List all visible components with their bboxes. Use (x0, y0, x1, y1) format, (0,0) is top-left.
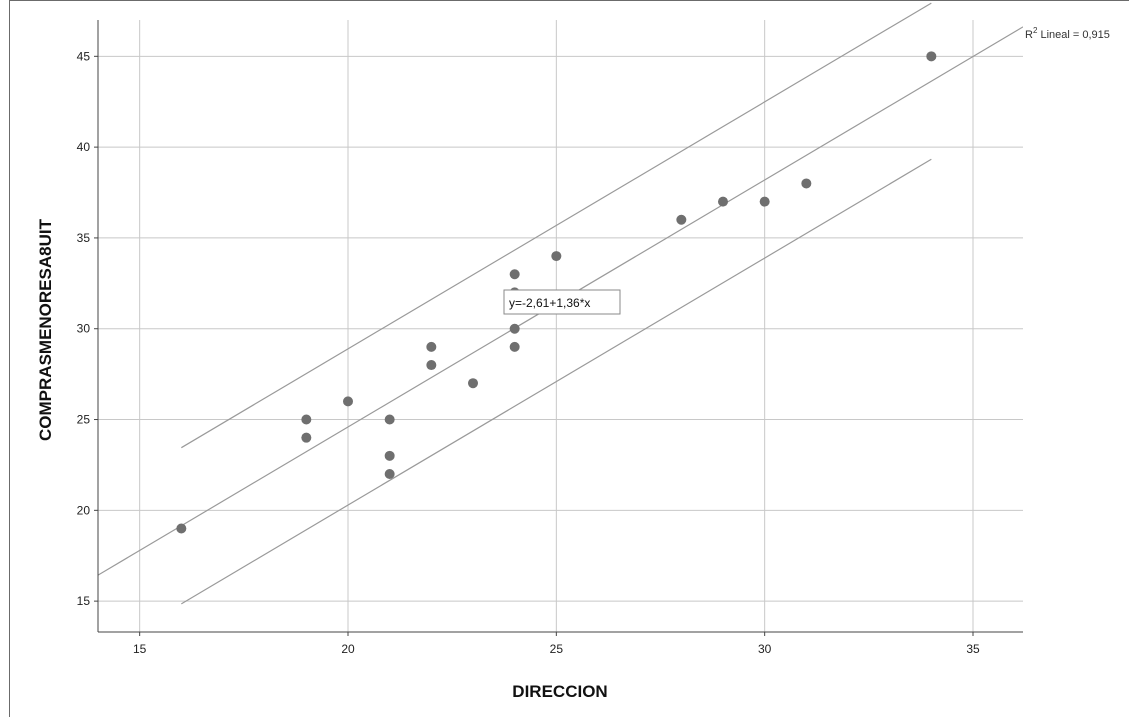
x-tick-label: 20 (341, 642, 355, 656)
equation-label: y=-2,61+1,36*x (509, 296, 590, 310)
grid (98, 20, 1023, 632)
upper-band-line (181, 2, 932, 449)
equation-box: y=-2,61+1,36*x (503, 289, 621, 315)
y-tick-labels: 15 20 25 30 35 40 45 (77, 49, 98, 608)
data-point (301, 432, 312, 443)
data-point (676, 214, 687, 225)
y-tick-label: 45 (77, 49, 91, 63)
data-point (509, 269, 520, 280)
x-tick-label: 35 (966, 642, 980, 656)
y-tick-label: 20 (77, 503, 91, 517)
x-tick-label: 30 (758, 642, 772, 656)
data-point (301, 414, 312, 425)
data-point (426, 341, 437, 352)
data-points (176, 51, 937, 534)
x-tick-labels: 15 20 25 30 35 (133, 632, 980, 656)
data-point (509, 323, 520, 334)
data-point (718, 196, 728, 207)
data-point (468, 378, 478, 389)
data-point (926, 51, 937, 62)
r2-label: R2 Lineal = 0,915 (1025, 26, 1110, 41)
y-axis-title: COMPRASMENORESA8UIT (36, 218, 55, 441)
data-point (343, 396, 353, 407)
data-point (176, 523, 187, 534)
y-tick-label: 30 (77, 322, 91, 336)
confidence-band (181, 2, 932, 605)
data-point (551, 251, 562, 262)
data-point (384, 450, 395, 461)
y-tick-label: 35 (77, 231, 91, 245)
data-point (426, 360, 437, 371)
axes (97, 20, 1023, 633)
lower-band-line (181, 158, 932, 605)
data-point (384, 469, 395, 480)
y-tick-label: 40 (77, 140, 91, 154)
data-point (801, 178, 812, 189)
y-tick-label: 15 (77, 594, 91, 608)
x-axis-title: DIRECCION (512, 682, 607, 701)
data-point (759, 196, 770, 207)
data-point (509, 341, 520, 352)
equation-box-border (503, 289, 621, 315)
x-tick-label: 15 (133, 642, 147, 656)
x-tick-label: 25 (550, 642, 564, 656)
y-tick-label: 25 (77, 413, 91, 427)
data-point (384, 414, 395, 425)
chart-frame (9, 0, 1129, 717)
